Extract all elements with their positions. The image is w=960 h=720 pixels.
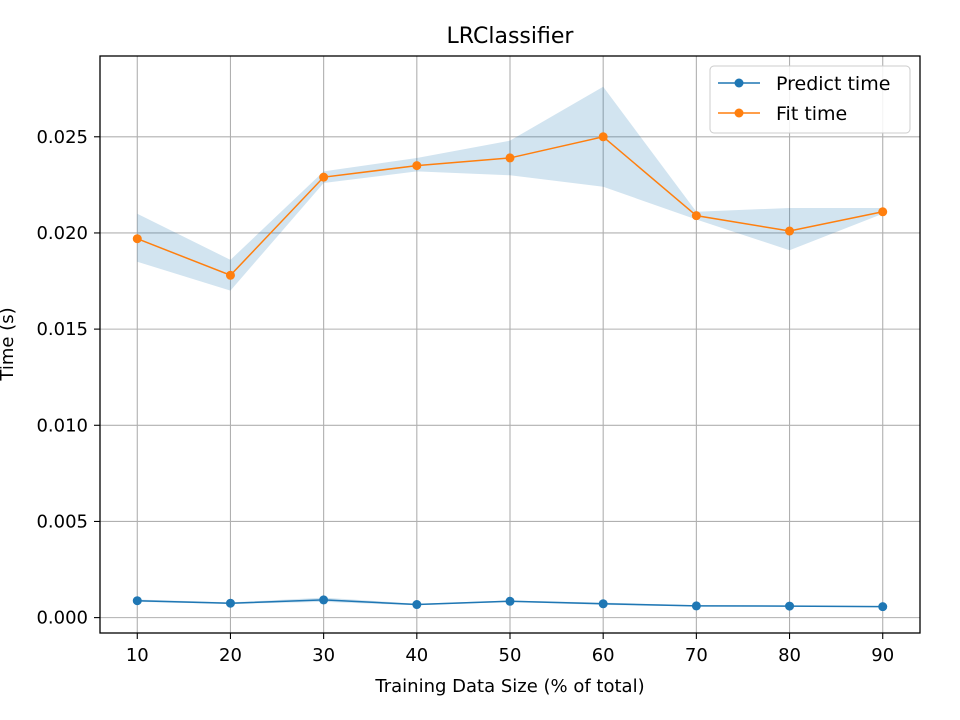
predict-time-point	[225, 598, 235, 608]
x-tick-label: 90	[871, 645, 894, 666]
x-tick-label: 10	[126, 645, 149, 666]
predict-time-point	[691, 601, 701, 611]
fit-time-point	[505, 153, 515, 163]
x-tick-label: 50	[499, 645, 522, 666]
predict-time-legend-marker	[734, 78, 744, 88]
fit-time-point	[598, 132, 608, 142]
fit-time-legend-label: Fit time	[776, 103, 847, 125]
fit-time-point	[412, 161, 422, 171]
fit-time-legend-marker	[734, 108, 744, 118]
y-tick-label: 0.005	[36, 511, 88, 532]
y-tick-label: 0.020	[36, 223, 88, 244]
y-tick-label: 0.015	[36, 319, 88, 340]
fit-time-point	[691, 211, 701, 221]
predict-time-legend-label: Predict time	[776, 73, 890, 95]
x-tick-label: 60	[592, 645, 615, 666]
fit-time-point	[225, 270, 235, 280]
predict-time-point	[132, 596, 142, 606]
series-points	[132, 132, 888, 612]
x-tick-label: 20	[219, 645, 242, 666]
predict-time-point	[505, 596, 515, 606]
predict-time-point	[785, 601, 795, 611]
predict-time-point	[319, 595, 329, 605]
x-axis-label: Training Data Size (% of total)	[374, 676, 644, 697]
fit-time-point	[132, 234, 142, 244]
fit-time-point	[878, 207, 888, 217]
chart-title: LRClassifier	[447, 24, 575, 49]
predict-time-point	[598, 599, 608, 609]
x-tick-label: 80	[778, 645, 801, 666]
predict-time-point	[412, 600, 422, 610]
predict-time-point	[878, 602, 888, 612]
y-axis-label: Time (s)	[0, 307, 18, 381]
x-tick-label: 40	[405, 645, 428, 666]
x-tick-label: 30	[312, 645, 335, 666]
y-tick-label: 0.010	[36, 415, 88, 436]
y-tick-label: 0.025	[36, 127, 88, 148]
fit-time-band	[137, 86, 883, 291]
fit-time-point	[785, 226, 795, 236]
y-tick-label: 0.000	[36, 608, 88, 629]
grid	[100, 56, 920, 633]
fit-time-point	[319, 172, 329, 182]
ticks: 10 20 30 40 50 60 70 80 90 0.000 0.005 0.010 0.015 0.…	[36, 127, 894, 666]
legend: Predict time Fit time	[709, 65, 911, 134]
x-tick-label: 70	[685, 645, 708, 666]
